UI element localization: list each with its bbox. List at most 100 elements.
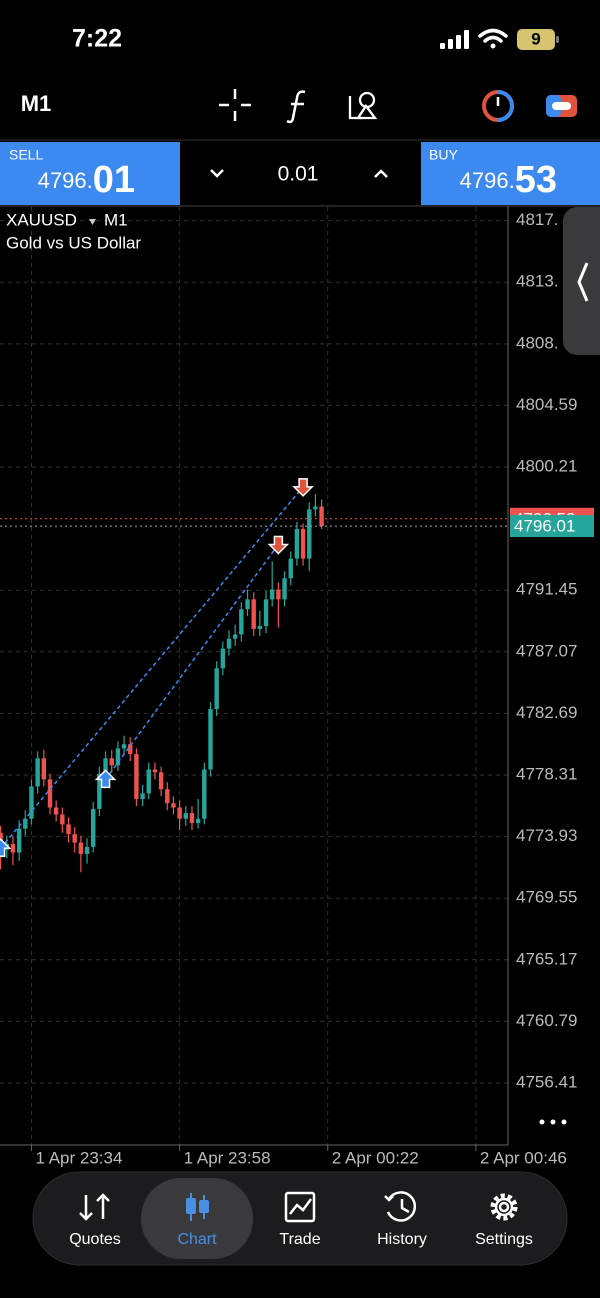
buy-label: BUY — [429, 147, 458, 163]
candle-body — [177, 807, 182, 819]
sell-arrow — [292, 478, 314, 497]
indicators-button[interactable] — [286, 90, 306, 124]
chart-symbol: XAUUSD — [6, 210, 77, 229]
candle-body — [16, 828, 22, 853]
lot-decrease-button[interactable] — [210, 169, 224, 178]
buy-price-main: 4796. — [460, 168, 515, 193]
candle-body — [72, 834, 77, 843]
side-panel-handle[interactable] — [563, 207, 600, 355]
lot-size[interactable]: 0.01 — [278, 163, 319, 186]
y-tick-label: 4765.17 — [516, 949, 577, 968]
one-click-button[interactable] — [482, 90, 514, 122]
candle-body — [171, 803, 176, 808]
candle-body — [263, 599, 269, 627]
trade-icon — [284, 1191, 316, 1223]
tab-label[interactable]: Trade — [279, 1231, 320, 1248]
candle-body — [35, 758, 40, 787]
candle-body — [109, 758, 114, 766]
chart-subtitle: Gold vs US Dollar — [6, 233, 141, 252]
candle-body — [313, 506, 318, 510]
bid-label: 4796.01 — [514, 517, 575, 536]
wifi-icon — [478, 28, 508, 49]
sell-arrow — [267, 535, 290, 555]
chart-icon — [186, 1193, 209, 1221]
candle-body — [220, 648, 226, 669]
x-tick-label: 1 Apr 23:34 — [35, 1148, 122, 1167]
candle-body — [53, 807, 59, 815]
candle-body — [183, 813, 188, 819]
tab-label[interactable]: Quotes — [69, 1231, 121, 1248]
candle-body — [91, 808, 96, 847]
candle-body — [165, 789, 170, 804]
x-tick-label: 1 Apr 23:58 — [184, 1148, 271, 1167]
tab-label[interactable]: Settings — [475, 1231, 533, 1248]
signal-icon — [440, 30, 469, 49]
battery-icon — [517, 29, 555, 50]
candle-body — [47, 779, 53, 808]
candle-body — [66, 824, 71, 835]
y-tick-label: 4800.21 — [516, 457, 577, 476]
side-panel-chevron — [577, 262, 589, 302]
candle-body — [270, 589, 275, 600]
x-tick-label: 2 Apr 00:22 — [332, 1148, 419, 1167]
candle-body — [276, 589, 281, 600]
candle-body — [97, 773, 102, 809]
tab-bar — [32, 1171, 568, 1266]
tab-label[interactable]: Chart — [177, 1231, 217, 1248]
candle-body — [300, 529, 306, 559]
objects-button[interactable] — [348, 91, 378, 120]
crosshair-button[interactable] — [219, 89, 251, 121]
sell-label: SELL — [9, 147, 43, 163]
candle-body — [152, 769, 158, 773]
candle-body — [208, 709, 213, 770]
candle-body — [202, 769, 207, 819]
candle-body — [189, 813, 195, 823]
plot-area — [0, 478, 508, 873]
more-button[interactable] — [539, 1119, 567, 1125]
chart-timeframe: M1 — [104, 210, 128, 229]
candle-body — [288, 558, 293, 579]
candle-body — [10, 844, 16, 853]
lot-increase-button[interactable] — [374, 169, 388, 178]
tab-label[interactable]: History — [377, 1231, 427, 1248]
y-tick-label: 4778.31 — [516, 764, 577, 783]
candle-body — [232, 634, 238, 639]
candle-body — [319, 506, 324, 527]
y-tick-label: 4773.93 — [516, 826, 577, 845]
candle-body — [115, 748, 121, 766]
candle-body — [251, 599, 256, 629]
candle-body — [128, 744, 133, 755]
y-tick-label: 4804.59 — [516, 395, 577, 414]
battery-level: 9 — [531, 29, 540, 48]
battery-tip — [556, 36, 559, 43]
candle-body — [195, 818, 201, 823]
status-time: 7:22 — [72, 25, 122, 53]
candle-body — [294, 529, 300, 559]
candle-body — [307, 509, 312, 559]
settings-icon — [490, 1193, 518, 1221]
candle-body — [282, 578, 287, 600]
trade-toggle-button[interactable] — [546, 95, 577, 117]
sell-button[interactable] — [0, 142, 180, 205]
candle-body — [78, 842, 84, 854]
buy-button[interactable] — [421, 142, 600, 205]
tab-labels: Quotes Chart Trade History Settings — [69, 1231, 533, 1248]
sell-price-main: 4796. — [38, 168, 93, 193]
sell-price: 4796.01 — [38, 159, 135, 201]
quotes-icon — [79, 1193, 110, 1221]
buy-arrow — [94, 769, 117, 789]
y-tick-label: 4813. — [516, 272, 559, 291]
timeframe-button[interactable]: M1 — [21, 91, 52, 116]
candle-body — [121, 744, 127, 749]
y-tick-label: 4808. — [516, 333, 559, 352]
y-tick-label: 4769.55 — [516, 888, 577, 907]
candle-body — [140, 793, 145, 800]
candle-body — [103, 758, 108, 774]
y-tick-label: 4787.07 — [516, 641, 577, 660]
candle-body — [60, 814, 65, 825]
y-tick-label: 4760.79 — [516, 1011, 577, 1030]
trade-line — [0, 486, 304, 849]
bid-label-box — [510, 515, 594, 538]
